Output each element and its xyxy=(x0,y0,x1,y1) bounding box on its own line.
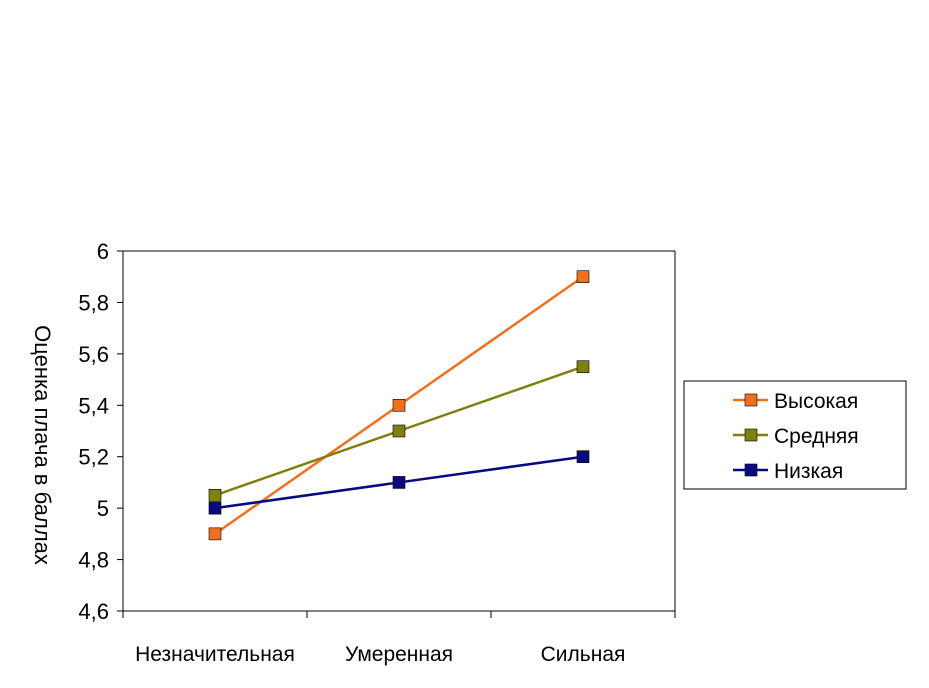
x-category-label: Сильная xyxy=(541,643,626,666)
y-tick-label: 5,6 xyxy=(78,342,109,367)
data-point-marker xyxy=(392,424,406,438)
y-tick-labels: 4,6 4,8 5 5,2 5,4 5,6 5,8 6 xyxy=(78,239,109,624)
data-point-marker xyxy=(392,398,406,412)
x-category-label: Незначительная xyxy=(135,643,295,666)
x-category-label: Умеренная xyxy=(345,643,453,666)
legend-label: Низкая xyxy=(774,460,843,483)
y-tick-label: 5 xyxy=(97,496,109,521)
y-tick-label: 4,8 xyxy=(78,548,109,573)
legend-marker xyxy=(744,428,758,442)
legend-label: Высокая xyxy=(774,390,858,413)
y-tick-label: 4,6 xyxy=(78,599,109,624)
data-point-marker xyxy=(208,527,222,541)
y-axis-label: Оценка плача в баллах xyxy=(30,325,55,565)
data-point-marker xyxy=(576,450,590,464)
data-point-marker xyxy=(208,501,222,515)
x-category-labels: Незначительная Умеренная Сильная xyxy=(135,643,625,666)
y-tick-label: 5,4 xyxy=(78,393,109,418)
data-point-marker xyxy=(208,488,222,502)
legend-marker xyxy=(744,393,758,407)
data-point-marker xyxy=(392,476,406,489)
axes xyxy=(117,250,676,618)
data-point-marker xyxy=(576,360,590,374)
data-point-marker xyxy=(576,270,590,284)
legend: Высокая Средняя Низкая xyxy=(683,380,907,490)
legend-label: Средняя xyxy=(774,425,859,448)
y-tick-label: 6 xyxy=(97,239,109,264)
series-lines xyxy=(208,270,590,541)
y-tick-label: 5,8 xyxy=(78,290,109,315)
legend-box xyxy=(683,380,907,490)
legend-marker xyxy=(744,463,758,477)
y-tick-label: 5,2 xyxy=(78,445,109,470)
